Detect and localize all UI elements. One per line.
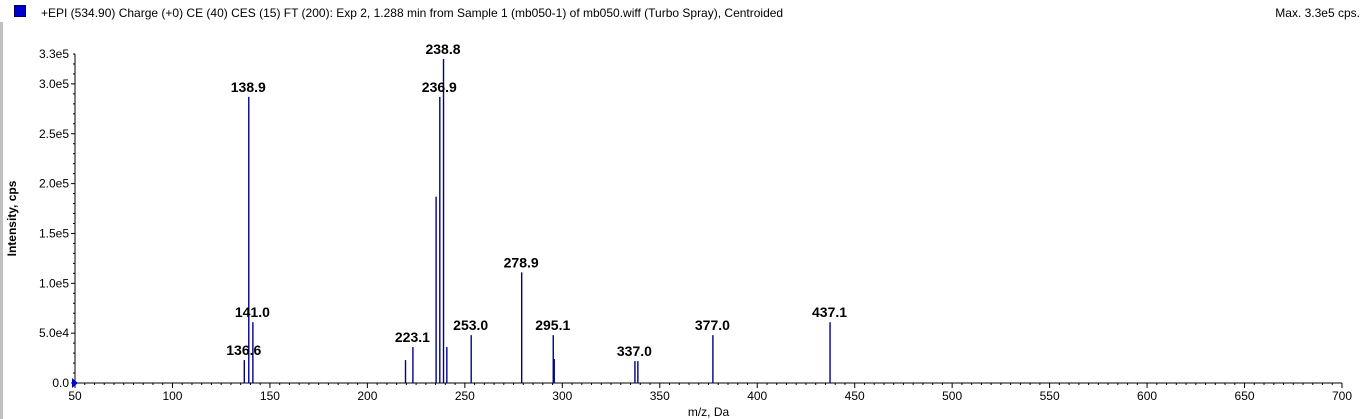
x-tick-label: 50 [68,389,82,403]
peak-label: 377.0 [695,317,730,333]
peak-label: 437.1 [812,304,847,320]
legend-swatch[interactable] [14,5,26,17]
x-axis-title: m/z, Da [688,405,730,419]
x-tick-label: 200 [357,389,377,403]
x-tick-label: 550 [1040,389,1060,403]
x-tick-label: 500 [942,389,962,403]
y-axis-title: Intensity, cps [5,180,19,256]
y-tick-label: 3.0e5 [39,77,69,91]
x-tick-label: 450 [845,389,865,403]
peak-label: 141.0 [235,304,270,320]
x-tick-label: 300 [552,389,572,403]
x-tick-label: 650 [1235,389,1255,403]
y-tick-label: 3.3e5 [39,47,69,61]
peak-label: 253.0 [453,317,488,333]
peak-label: 136.6 [226,342,261,358]
x-tick-label: 100 [162,389,182,403]
peak-label: 295.1 [535,317,570,333]
x-tick-label: 250 [455,389,475,403]
x-tick-label: 350 [650,389,670,403]
x-tick-label: 600 [1137,389,1157,403]
y-tick-label: 5.0e4 [39,326,69,340]
y-tick-label: 1.5e5 [39,226,69,240]
x-tick-label: 150 [260,389,280,403]
y-tick-label: 0.0 [52,376,69,390]
peak-label: 238.8 [425,41,460,57]
peak-label: 337.0 [617,343,652,359]
x-tick-label: 400 [747,389,767,403]
chart-header: +EPI (534.90) Charge (+0) CE (40) CES (1… [0,0,1362,26]
y-tick-label: 2.5e5 [39,127,69,141]
x-axis-marker[interactable] [72,378,78,388]
spectrum-title: +EPI (534.90) Charge (+0) CE (40) CES (1… [41,6,784,20]
peak-label: 138.9 [231,79,266,95]
x-tick-label: 700 [1332,389,1352,403]
peak-label: 223.1 [395,329,430,345]
y-tick-label: 2.0e5 [39,177,69,191]
max-intensity-label: Max. 3.3e5 cps. [1275,6,1360,20]
peak-label: 278.9 [504,254,539,270]
y-tick-label: 1.0e5 [39,276,69,290]
peak-label: 236.9 [422,79,457,95]
window-left-border [0,22,3,419]
